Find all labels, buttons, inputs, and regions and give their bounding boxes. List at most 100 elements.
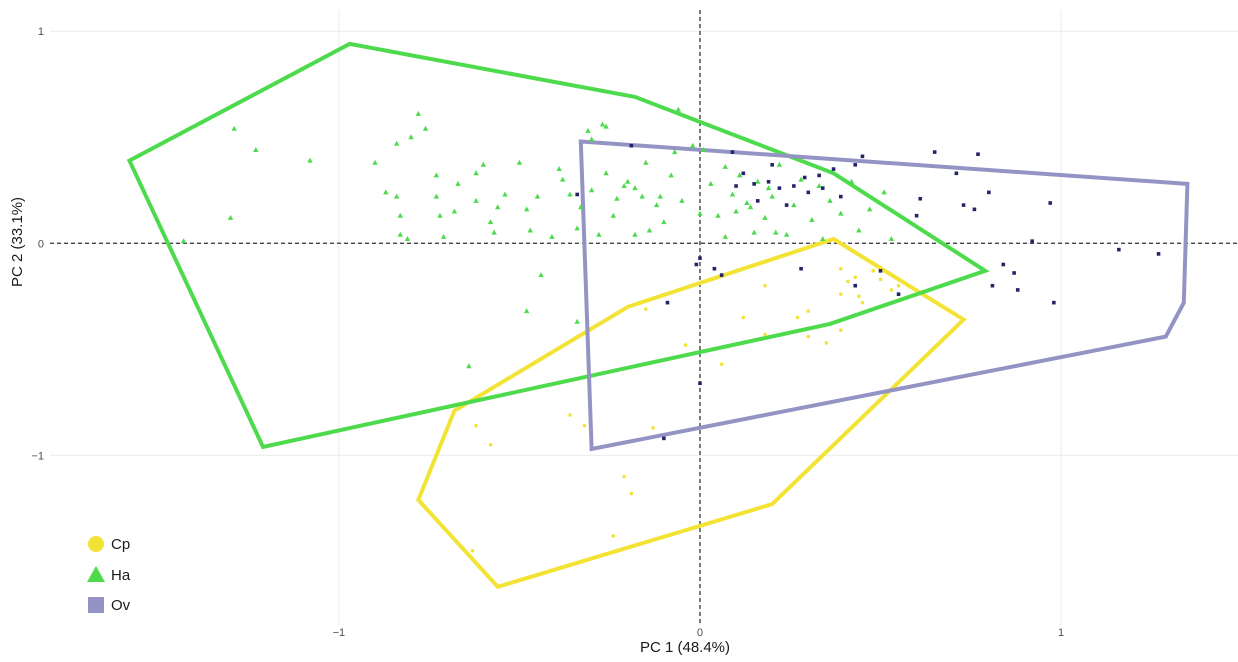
- point-ha: [596, 231, 602, 237]
- point-ov: [802, 175, 807, 180]
- point-cp: [488, 442, 493, 447]
- point-ha: [437, 212, 443, 218]
- point-ov: [741, 171, 746, 176]
- point-ha: [433, 172, 440, 178]
- point-ov: [976, 152, 980, 157]
- point-cp: [824, 341, 829, 345]
- x-tick-label: 0: [697, 627, 703, 639]
- point-ha: [397, 231, 403, 237]
- point-ha: [729, 191, 736, 197]
- point-ha: [574, 318, 580, 324]
- point-ov: [784, 203, 789, 207]
- point-ha: [466, 363, 472, 369]
- point-ha: [625, 178, 631, 184]
- point-ov: [961, 203, 966, 207]
- y-axis-title: PC 2 (33.1%): [9, 197, 26, 287]
- point-ha: [549, 233, 555, 239]
- point-ha: [715, 212, 721, 218]
- point-ov: [820, 186, 825, 190]
- point-cp: [806, 309, 811, 313]
- point-ha: [588, 187, 595, 193]
- point-ha: [455, 180, 461, 186]
- point-ha: [697, 210, 703, 216]
- point-ha: [473, 197, 479, 203]
- point-cp: [683, 343, 688, 347]
- point-cp: [889, 288, 894, 292]
- point-ov: [954, 171, 959, 176]
- point-ha: [480, 161, 487, 167]
- point-ha: [733, 208, 739, 214]
- point-cp: [651, 425, 655, 430]
- point-ha: [556, 166, 562, 172]
- point-ov: [712, 266, 717, 271]
- point-ha: [643, 159, 649, 165]
- point-cp: [622, 474, 626, 479]
- point-ha: [473, 170, 479, 176]
- point-cp: [846, 279, 850, 284]
- point-ha: [451, 208, 458, 214]
- point-ha: [708, 180, 714, 186]
- point-ov: [730, 150, 735, 154]
- points: [180, 106, 1161, 553]
- point-ha: [585, 127, 591, 133]
- point-ha: [888, 236, 895, 242]
- legend-key-cp: [88, 536, 104, 552]
- point-ha: [502, 191, 508, 197]
- point-cp: [871, 269, 876, 273]
- point-ha: [231, 125, 237, 131]
- point-ha: [433, 193, 440, 199]
- legend-label-ha: Ha: [111, 567, 131, 584]
- legend-key-ov: [88, 597, 104, 613]
- point-ha: [881, 189, 887, 195]
- point-cp: [763, 332, 767, 337]
- point-ha: [372, 159, 378, 165]
- point-ha: [722, 233, 728, 239]
- point-ha: [827, 197, 833, 203]
- point-ov: [777, 186, 782, 190]
- point-ha: [765, 185, 772, 191]
- point-ha: [773, 229, 779, 235]
- point-ha: [820, 236, 826, 242]
- point-ha: [816, 183, 822, 189]
- point-ha: [736, 172, 743, 178]
- point-ha: [722, 163, 728, 169]
- point-cp: [896, 283, 901, 288]
- point-ha: [603, 170, 609, 176]
- point-cp: [629, 491, 634, 496]
- point-ha: [783, 231, 790, 237]
- point-ov: [817, 173, 821, 178]
- point-ov: [1117, 247, 1121, 252]
- point-ha: [397, 212, 403, 218]
- point-ha: [769, 193, 775, 199]
- point-ov: [770, 163, 774, 167]
- point-ha: [809, 216, 815, 222]
- point-ha: [307, 157, 313, 163]
- point-ha: [646, 227, 653, 233]
- point-ov: [918, 196, 923, 201]
- point-ha: [668, 172, 674, 178]
- hulls: [126, 41, 1190, 590]
- point-ha: [495, 204, 501, 210]
- point-ov: [766, 179, 771, 184]
- point-ha: [614, 195, 620, 201]
- point-ha: [422, 125, 429, 131]
- point-ha: [527, 227, 533, 233]
- point-ov: [972, 207, 977, 212]
- point-cp: [470, 548, 475, 553]
- point-ha: [588, 136, 595, 142]
- point-ha: [253, 146, 259, 152]
- point-ha: [755, 178, 761, 184]
- point-ha: [690, 142, 696, 148]
- point-ha: [599, 121, 606, 127]
- point-ov: [831, 167, 836, 171]
- point-ha: [415, 110, 422, 116]
- point-ha: [567, 191, 573, 197]
- point-cp: [582, 423, 587, 428]
- point-ov: [734, 184, 738, 188]
- point-cp: [860, 300, 865, 305]
- point-ha: [440, 233, 447, 239]
- point-ha: [393, 193, 400, 199]
- point-ha: [700, 146, 707, 152]
- point-ov: [698, 381, 702, 386]
- legend: Cp Ha Ov: [87, 536, 131, 614]
